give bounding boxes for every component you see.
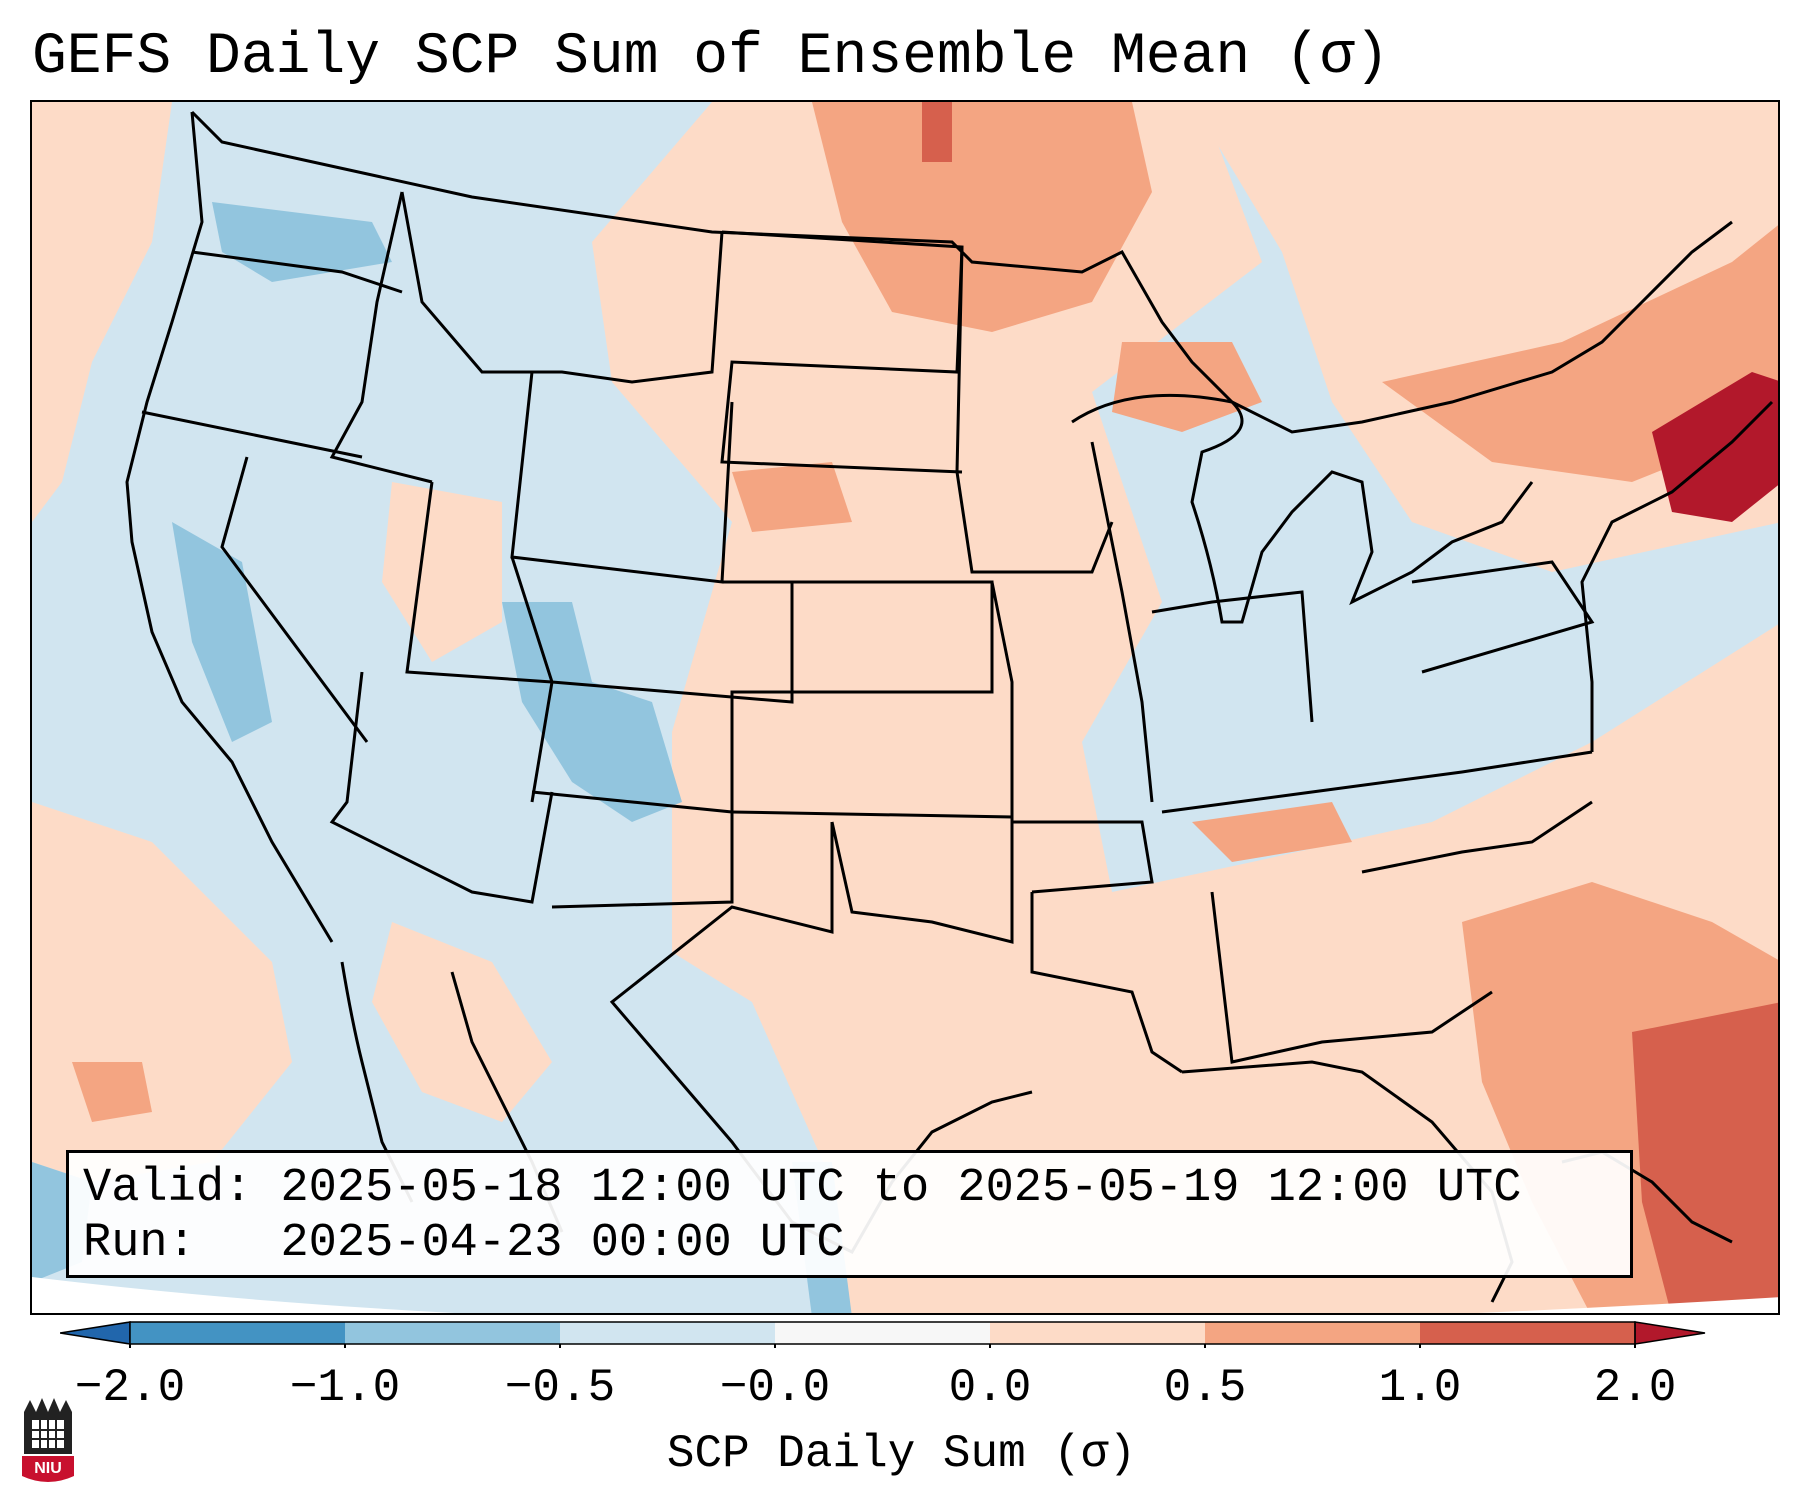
state-line-az <box>329 671 554 904</box>
anomaly-field <box>32 102 1778 1313</box>
nebraska-moderate-region <box>732 462 852 532</box>
great-basin-positive-region <box>382 482 502 662</box>
state-boundaries <box>125 110 1774 1303</box>
state-line-la-ms <box>1030 892 1183 1074</box>
west-pacific-positive-region <box>32 102 172 522</box>
mexico-positive-region <box>372 922 552 1122</box>
colorbar-tick-label: 0.5 <box>1163 1362 1247 1414</box>
state-line-wi-il <box>1090 441 1154 803</box>
east-coast <box>1580 400 1774 752</box>
valid-label: Valid: <box>83 1162 253 1215</box>
tennessee-moderate-region <box>1192 802 1352 862</box>
state-line-id <box>329 191 433 484</box>
anomaly-map <box>32 102 1778 1313</box>
state-line-ne-ks <box>730 580 994 812</box>
state-line-nm <box>531 790 734 909</box>
colorbar-tick-label: −0.5 <box>504 1362 616 1414</box>
canada-border <box>190 110 1733 434</box>
valid-time: 2025-05-18 12:00 UTC to 2025-05-19 12:00… <box>280 1162 1522 1215</box>
state-line-mn-ia <box>955 246 1114 574</box>
colorbar-bin <box>560 1322 775 1344</box>
colorbar-extend-high <box>1634 1321 1706 1345</box>
colorbar-tick-label: 1.0 <box>1378 1362 1462 1414</box>
colorbar-tick-label: −0.0 <box>719 1362 831 1414</box>
colorbar-tick-label: −2.0 <box>74 1362 186 1414</box>
new-england-strong-region <box>1652 372 1778 522</box>
state-line-pa-ny <box>1411 560 1595 674</box>
colorbar-tick-label: −1.0 <box>289 1362 401 1414</box>
rockies-negative-region <box>502 602 682 822</box>
pacific-moderate-region <box>72 1062 152 1122</box>
upper-midwest-moderate-region <box>812 102 1152 332</box>
lake-superior-moderate-region <box>1112 342 1262 432</box>
run-time: 2025-04-23 00:00 UTC <box>280 1217 845 1270</box>
run-label: Run: <box>83 1217 196 1270</box>
colorbar-outline <box>129 1321 1636 1345</box>
great-lakes-outline <box>1071 393 1534 624</box>
state-line-in-oh <box>1151 590 1314 723</box>
california-negative-region <box>172 522 272 742</box>
colorbar-tick-label: 0.0 <box>948 1362 1032 1414</box>
map-title: GEFS Daily SCP Sum of Ensemble Mean (σ) <box>32 25 1390 90</box>
state-line-al-ga <box>1210 891 1493 1064</box>
baja-outline <box>340 961 414 1203</box>
colorbar-bin <box>990 1322 1205 1344</box>
niu-logo: NIU <box>22 1398 74 1482</box>
state-line-dakotas <box>720 230 964 474</box>
canada-strong-region <box>922 102 952 162</box>
colorbar-extend-low <box>60 1321 131 1345</box>
state-line-wy <box>510 371 734 584</box>
state-line-ok <box>731 810 1014 944</box>
state-line-or-ca <box>141 410 363 459</box>
state-line-carolinas <box>1361 800 1593 874</box>
colorbar <box>60 1321 1706 1348</box>
colorbar-bin <box>1205 1322 1420 1344</box>
state-line-mo-ar <box>990 581 1154 894</box>
map-edge-mask <box>32 1277 1778 1313</box>
state-line-ky-tn <box>1161 750 1593 814</box>
state-line-nv-ut <box>405 481 553 684</box>
west-coast <box>125 111 334 943</box>
colorbar-bin <box>1420 1322 1635 1344</box>
colorbar-bin <box>130 1322 345 1344</box>
run-info-box: Valid: 2025-05-18 12:00 UTC to 2025-05-1… <box>66 1150 1633 1278</box>
colorbar-tick-label: 2.0 <box>1593 1362 1677 1414</box>
state-line-mt <box>400 191 724 384</box>
state-line-ca-nv <box>220 456 369 743</box>
map-panel <box>30 100 1780 1315</box>
colorbar-bin <box>775 1322 990 1344</box>
svg-text:NIU: NIU <box>34 1460 62 1477</box>
colorbar-bin <box>345 1322 560 1344</box>
colorbar-label: SCP Daily Sum (σ) <box>666 1428 1137 1480</box>
atlantic-strong-region <box>1632 1002 1778 1313</box>
